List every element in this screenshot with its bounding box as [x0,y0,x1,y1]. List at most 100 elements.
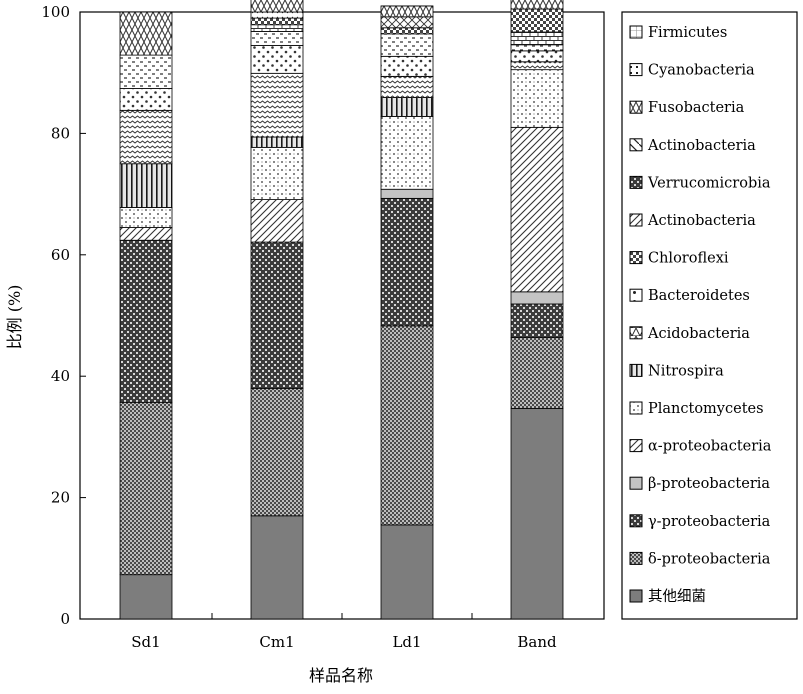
legend-label-4: Verrucomicrobia [647,175,771,191]
legend-swatch-2 [629,100,643,114]
legend-label-2: Fusobacteria [648,100,745,116]
legend-label-12: β-proteobacteria [648,476,770,492]
bar-segment-cm1-1 [250,387,304,517]
bar-segment-cm1-0 [250,515,304,620]
legend-entry-6: Chloroflexi [629,251,729,267]
bar-segment-cm1-14 [250,0,304,13]
bar-segment-ld1-6 [380,97,434,117]
legend-entry-15: 其他细菌 [629,588,706,605]
bar-stack-ld1 [380,5,434,620]
legend-label-8: Acidobacteria [647,326,750,342]
x-tick-label-ld1: Ld1 [392,633,421,651]
legend-label-3: Actinobacteria [647,138,756,154]
bar-segment-band-9 [510,44,564,52]
bar-segment-ld1-12 [380,16,434,29]
legend-entry-4: Verrucomicrobia [629,175,771,191]
bar-segment-band-3 [510,291,564,305]
legend-label-9: Nitrospira [648,363,724,379]
legend-swatch-14 [629,551,643,565]
legend-swatch-5 [629,213,643,227]
bar-segment-sd1-5 [119,207,173,228]
bar-segment-band-8 [510,50,564,63]
bar-segment-ld1-14 [380,5,434,18]
y-tick-label-60: 60 [51,246,70,264]
y-tick-label-80: 80 [51,124,70,142]
legend-label-15: 其他细菌 [648,588,706,605]
legend-entry-10: Planctomycetes [629,401,764,417]
legend-swatch-15 [629,589,643,603]
bar-segment-cm1-8 [250,44,304,74]
legend-swatch-13 [629,514,643,528]
bar-segment-band-4 [510,126,564,293]
bar-segment-band-1 [510,336,564,409]
bar-segment-ld1-0 [380,524,434,620]
bar-segment-band-2 [510,303,564,338]
legend: Firmicutes Cyanobacteria Fusobacteria Actin… [621,11,798,620]
legend-entry-0: Firmicutes [629,25,727,41]
y-tick-label-100: 100 [41,3,70,21]
bars-layer [119,0,564,620]
bar-segment-band-11 [510,8,564,33]
bar-segment-sd1-8 [119,88,173,111]
legend-label-11: α-proteobacteria [648,439,772,455]
bar-segment-ld1-9 [380,33,434,57]
x-axis-title: 样品名称 [309,666,373,685]
legend-label-0: Firmicutes [648,25,727,41]
legend-swatch-7 [629,288,643,302]
bar-stack-cm1 [250,0,304,620]
bar-segment-sd1-0 [119,574,173,620]
legend-entry-12: β-proteobacteria [629,476,770,492]
bar-segment-cm1-10 [250,24,304,32]
bar-segment-cm1-2 [250,241,304,389]
bar-stack-sd1 [119,11,173,620]
legend-swatch-8 [629,326,643,340]
bar-segment-band-10 [510,31,564,46]
bar-segment-cm1-13 [250,11,304,19]
bar-segment-sd1-6 [119,163,173,208]
bar-segment-band-7 [510,61,564,71]
legend-label-13: γ-proteobacteria [648,514,771,530]
legend-entry-13: γ-proteobacteria [629,514,771,530]
bar-segment-sd1-2 [119,239,173,403]
legend-swatch-3 [629,138,643,152]
bar-segment-band-0 [510,407,564,620]
y-tick-label-40: 40 [51,367,70,385]
legend-box [621,11,798,620]
legend-swatch-0 [629,25,643,39]
bar-segment-cm1-11 [250,17,304,26]
legend-entry-5: Actinobacteria [629,213,756,229]
bar-segment-cm1-9 [250,31,304,46]
y-tick-label-20: 20 [51,489,70,507]
bar-segment-cm1-5 [250,146,304,200]
bar-segment-cm1-7 [250,72,304,138]
legend-swatch-12 [629,476,643,490]
bar-segment-cm1-6 [250,136,304,148]
legend-entry-1: Cyanobacteria [629,63,755,79]
legend-entry-2: Fusobacteria [629,100,745,116]
x-tick-label-cm1: Cm1 [259,633,294,651]
x-tick-label-band: Band [517,633,557,651]
legend-label-7: Bacteroidetes [648,288,750,304]
legend-swatch-4 [629,175,643,189]
y-tick-label-0: 0 [60,610,70,628]
bar-segment-sd1-7 [119,109,173,165]
bar-segment-ld1-5 [380,116,434,190]
axes: 0 20 40 60 80 100 Sd1 Cm1 Ld1 Band [41,3,557,651]
bar-segment-ld1-8 [380,55,434,77]
bar-segment-ld1-1 [380,325,434,526]
bar-segment-sd1-1 [119,401,173,576]
legend-swatch-6 [629,251,643,265]
legend-swatch-10 [629,401,643,415]
bar-segment-band-5 [510,69,564,128]
legend-label-14: δ-proteobacteria [648,551,771,567]
bar-segment-ld1-11 [380,27,434,35]
bar-segment-sd1-4 [119,227,173,241]
legend-label-5: Actinobacteria [647,213,756,229]
bar-segment-ld1-2 [380,197,434,327]
legend-swatch-1 [629,63,643,77]
bar-segment-ld1-3 [380,188,434,199]
y-axis-title: 比例 (%) [5,285,24,350]
bar-segment-sd1-14 [119,11,173,56]
x-tick-label-sd1: Sd1 [131,633,160,651]
